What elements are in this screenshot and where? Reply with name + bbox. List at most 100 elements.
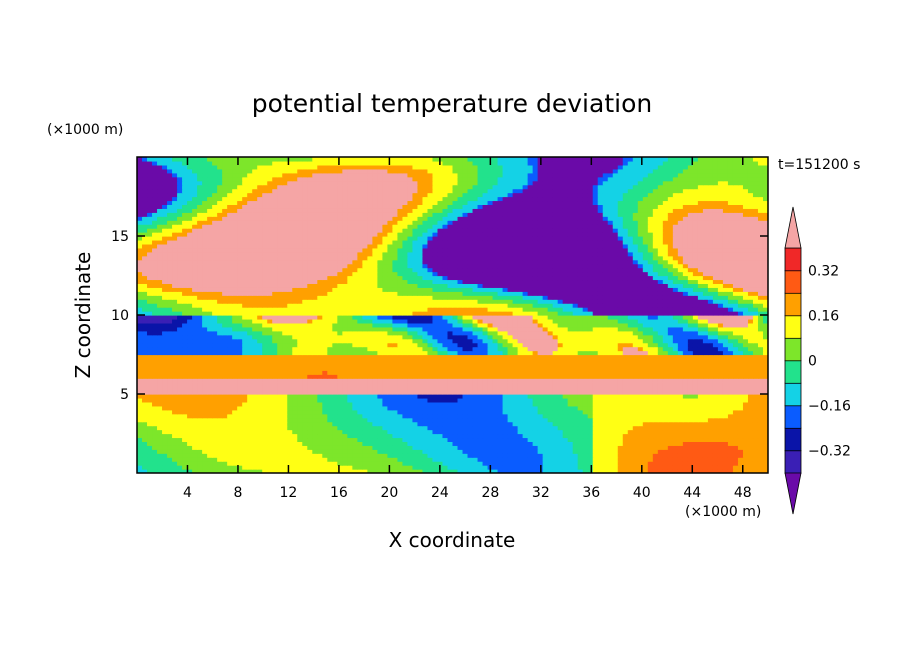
contour-cell (302, 378, 308, 383)
contour-cell (467, 449, 474, 454)
contour-cell (417, 401, 424, 407)
contour-cell (237, 350, 243, 356)
contour-cell (737, 346, 744, 352)
contour-cell (342, 322, 348, 328)
contour-cell (217, 397, 223, 403)
contour-cell (307, 358, 313, 363)
contour-cell (172, 318, 178, 324)
contour-cell (532, 390, 539, 395)
contour-cell (237, 453, 243, 458)
contour-cell (657, 362, 664, 367)
contour-cell (267, 405, 273, 411)
contour-cell (717, 453, 724, 458)
contour-cell (182, 421, 188, 427)
contour-cell (317, 374, 323, 379)
contour-cell (682, 390, 689, 395)
contour-cell (297, 382, 303, 387)
contour-cell (672, 358, 679, 363)
contour-cell (517, 346, 524, 352)
contour-cell (367, 354, 373, 360)
contour-cell (262, 401, 268, 407)
contour-cell (752, 445, 759, 450)
contour-cell (677, 397, 684, 403)
contour-cell (532, 409, 539, 415)
contour-cell (162, 366, 168, 371)
contour-cell (742, 394, 749, 399)
contour-cell (712, 429, 719, 435)
contour-cell (177, 453, 183, 458)
contour-cell (737, 318, 744, 324)
contour-cell (567, 342, 574, 348)
contour-cell (462, 449, 469, 454)
contour-cell (312, 330, 318, 336)
contour-cell (717, 362, 724, 367)
contour-cell (262, 457, 268, 462)
contour-cell (372, 461, 378, 466)
contour-cell (397, 405, 404, 411)
contour-cell (697, 449, 704, 454)
contour-cell (497, 326, 504, 332)
contour-cell (312, 386, 318, 391)
contour-cell (752, 326, 759, 332)
contour-cell (457, 370, 464, 375)
contour-cell (667, 386, 674, 391)
contour-cell (527, 386, 534, 391)
contour-cell (587, 405, 594, 411)
contour-cell (207, 390, 213, 395)
contour-cell (307, 334, 313, 340)
contour-cell (217, 469, 223, 473)
contour-cell (237, 338, 243, 344)
contour-cell (462, 322, 469, 328)
contour-cell (507, 330, 514, 336)
contour-cell (147, 390, 153, 395)
contour-cell (217, 425, 223, 431)
contour-cell (142, 445, 148, 450)
contour-cell (567, 417, 574, 423)
contour-cell (382, 413, 388, 419)
contour-cell (477, 433, 484, 439)
contour-cell (672, 390, 679, 395)
contour-cell (292, 465, 298, 470)
contour-cell (312, 362, 318, 367)
contour-cell (577, 461, 584, 466)
contour-cell (697, 338, 704, 344)
contour-cell (287, 338, 293, 344)
contour-cell (462, 397, 469, 403)
contour-cell (527, 315, 534, 320)
contour-cell (567, 437, 574, 442)
contour-cell (602, 374, 609, 379)
contour-cell (747, 469, 754, 473)
contour-cell (382, 394, 388, 399)
contour-cell (192, 421, 198, 427)
contour-cell (502, 409, 509, 415)
contour-cell (257, 413, 263, 419)
contour-cell (602, 469, 609, 473)
contour-cell (342, 346, 348, 352)
contour-cell (467, 421, 474, 427)
contour-cell (497, 401, 504, 407)
contour-cell (257, 322, 263, 328)
contour-cell (472, 397, 479, 403)
contour-cell (422, 330, 429, 336)
contour-cell (427, 374, 434, 379)
contour-cell (277, 326, 283, 332)
contour-cell (202, 449, 208, 454)
contour-cell (477, 469, 484, 473)
contour-cell (752, 433, 759, 439)
contour-cell (657, 397, 664, 403)
contour-cell (757, 358, 764, 363)
contour-cell (222, 342, 228, 348)
contour-cell (637, 358, 644, 363)
contour-cell (587, 469, 594, 473)
contour-cell (562, 358, 569, 363)
contour-cell (307, 330, 313, 336)
contour-cell (737, 342, 744, 348)
contour-cell (632, 370, 639, 375)
contour-cell (682, 425, 689, 431)
contour-cell (592, 457, 599, 462)
contour-cell (302, 386, 308, 391)
contour-cell (712, 378, 719, 383)
contour-cell (497, 437, 504, 442)
contour-cell (522, 330, 529, 336)
contour-cell (172, 405, 178, 411)
